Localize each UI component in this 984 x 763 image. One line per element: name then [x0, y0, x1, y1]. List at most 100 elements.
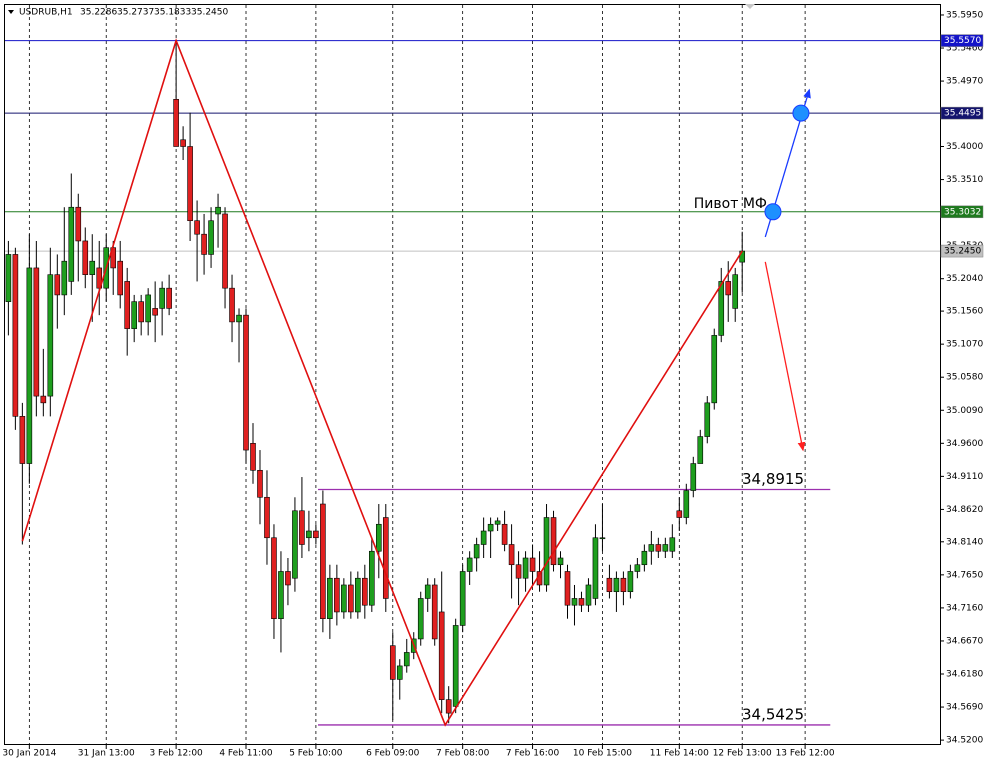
candle-body — [501, 523, 508, 545]
candle-body — [180, 139, 186, 147]
candle-body — [26, 267, 33, 464]
candle-body — [669, 537, 676, 552]
candle-body — [285, 571, 291, 586]
candle-body — [341, 584, 347, 613]
candle-body — [166, 287, 172, 309]
candle-body — [515, 564, 522, 579]
candle-body — [487, 523, 494, 532]
y-tick-label: 34.6670 — [946, 636, 983, 646]
candle-body — [690, 463, 697, 491]
scroll-marker — [745, 4, 755, 9]
quote-low: 35.1833 — [154, 8, 191, 18]
candle-body — [452, 625, 459, 707]
candle-body — [571, 598, 578, 606]
candle-body — [522, 557, 529, 579]
candle-body — [257, 469, 263, 498]
pivot-point — [764, 203, 782, 221]
candle-body — [271, 537, 277, 619]
plot-frame — [4, 4, 941, 745]
candle-body — [292, 510, 298, 579]
x-tick-label: 7 Feb 16:00 — [506, 749, 560, 759]
candle-body — [355, 577, 361, 613]
x-tick-label: 11 Feb 14:00 — [650, 749, 709, 759]
candle-body — [578, 598, 585, 606]
candle-body — [599, 537, 606, 540]
candle-body — [215, 206, 221, 215]
x-tick-label: 13 Feb 12:00 — [776, 749, 835, 759]
x-tick-label: 10 Feb 15:00 — [573, 749, 632, 759]
candle-body — [47, 274, 54, 397]
level-tag — [940, 34, 984, 47]
candle-body — [466, 557, 473, 572]
candle-body — [201, 233, 207, 255]
candle-body — [606, 577, 613, 593]
y-tick-label: 34.6180 — [946, 670, 983, 680]
candle-body — [313, 530, 319, 539]
candle-body — [459, 571, 466, 626]
candle-body — [12, 254, 19, 417]
candle-body — [431, 584, 438, 640]
y-tick-label: 35.5950 — [946, 10, 983, 20]
y-tick-label: 35.0580 — [946, 373, 983, 383]
candle-body — [264, 496, 270, 539]
candle-body — [124, 281, 130, 329]
candle-body — [208, 220, 214, 255]
candle-body — [19, 416, 26, 464]
y-tick-label: 35.5460 — [946, 44, 983, 54]
x-tick-label: 5 Feb 10:00 — [289, 749, 343, 759]
candle-body — [229, 287, 235, 323]
candle-body — [473, 544, 480, 559]
pivot-point — [792, 104, 810, 122]
candle-body — [494, 520, 501, 525]
grid — [5, 5, 940, 744]
y-tick-label: 35.1070 — [946, 340, 983, 350]
candle-body — [334, 577, 340, 613]
candle-body — [718, 281, 725, 336]
candle-body — [480, 530, 487, 545]
candle-body — [299, 510, 305, 545]
candle-body — [396, 665, 403, 680]
candle-body — [348, 584, 354, 613]
candle-body — [369, 550, 375, 606]
pivot-label: Пивот МФ — [694, 196, 767, 212]
y-tick-label: 35.4000 — [946, 142, 983, 152]
candle-body — [508, 544, 515, 566]
candle-body — [676, 510, 683, 518]
candle-body — [557, 557, 564, 566]
candle-body — [585, 584, 592, 606]
candle-body — [159, 287, 165, 309]
candle-body — [655, 544, 662, 552]
candle-body — [152, 308, 158, 316]
candle-body — [662, 544, 669, 552]
candle-body — [194, 220, 200, 235]
y-tick-label: 34.7650 — [946, 570, 983, 580]
candle-body — [75, 206, 82, 242]
candle-body — [236, 314, 242, 323]
x-tick-label: 3 Feb 12:00 — [149, 749, 203, 759]
candle-body — [145, 294, 151, 323]
candle-body — [320, 503, 326, 619]
projection-arrow — [764, 261, 806, 452]
level-tag-label: 35.2450 — [944, 247, 981, 257]
candle-body — [89, 260, 96, 275]
y-tick-label: 34.8140 — [946, 537, 983, 547]
candle-body — [683, 490, 690, 518]
candle-body — [564, 571, 571, 606]
candle-body — [711, 335, 718, 404]
candle-body — [250, 443, 256, 471]
candle-body — [627, 571, 634, 593]
quote-high: 35.2737 — [117, 8, 154, 18]
x-tick-label: 7 Feb 08:00 — [436, 749, 490, 759]
y-tick-label: 34.9110 — [946, 472, 983, 482]
x-tick-label: 6 Feb 09:00 — [366, 749, 420, 759]
symbol: USDRUB,H1 — [19, 8, 73, 18]
candle-body — [550, 517, 557, 566]
candle-body — [278, 571, 284, 619]
candle-body — [138, 301, 144, 323]
level-tag — [940, 106, 984, 120]
x-tick-label: 4 Feb 11:00 — [219, 749, 273, 759]
candle-body — [543, 517, 550, 586]
y-tick-label: 34.8620 — [946, 505, 983, 515]
level-tag-label: 35.4495 — [944, 109, 981, 119]
